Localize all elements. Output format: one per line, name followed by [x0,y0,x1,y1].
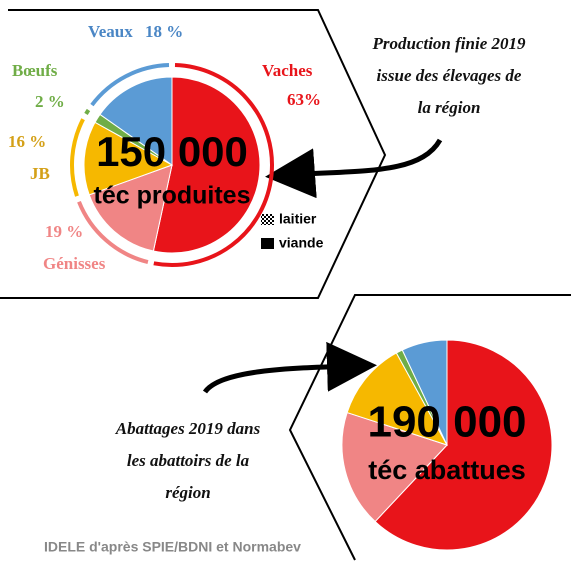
ring-arc [153,63,274,267]
pie-slice [346,352,449,446]
value-label: 16 % [8,132,46,151]
ring-arc [84,108,91,115]
category-label: Vaches [262,61,313,80]
pie-slice [88,164,173,252]
legend-label: laitier [279,211,317,227]
legend-swatch [261,238,274,249]
center-label: téc produites [94,182,251,210]
category-label: Veaux [88,22,133,41]
legend-label: viande [279,235,324,251]
legend-swatch [261,214,274,225]
annotation: région [165,483,210,502]
bottom-frame [288,294,571,561]
arrow [265,138,443,199]
category-label: Génisses [43,254,106,273]
pie-slice [341,411,448,523]
annotation: issue des élevages de [377,66,522,85]
annotation: Abattages 2019 dans [115,419,261,438]
pie-slice [401,339,448,446]
ring-arc [70,118,85,197]
source: IDELE d'après SPIE/BDNI et Normabev [44,539,301,555]
center-label: téc abattues [368,455,526,485]
annotation: la région [418,98,481,117]
arrow [202,341,377,394]
center-value: 150 000 [96,128,248,175]
pie-slice [152,76,261,254]
annotation: Production finie 2019 [371,34,526,53]
value-label: 2 % [35,92,65,111]
pie-slice [83,121,174,196]
value-label: 18 % [145,22,183,41]
ring-arc [90,63,170,107]
top-frame [0,9,387,299]
pie-slice [99,76,173,166]
category-label: JB [30,164,50,183]
category-label: Bœufs [12,61,58,80]
center-value: 190 000 [367,398,526,447]
ring-arc [77,200,149,265]
pie-slice [374,339,553,551]
value-label: 63% [287,90,321,109]
value-label: 19 % [45,222,83,241]
annotation: les abattoirs de la [127,451,250,470]
